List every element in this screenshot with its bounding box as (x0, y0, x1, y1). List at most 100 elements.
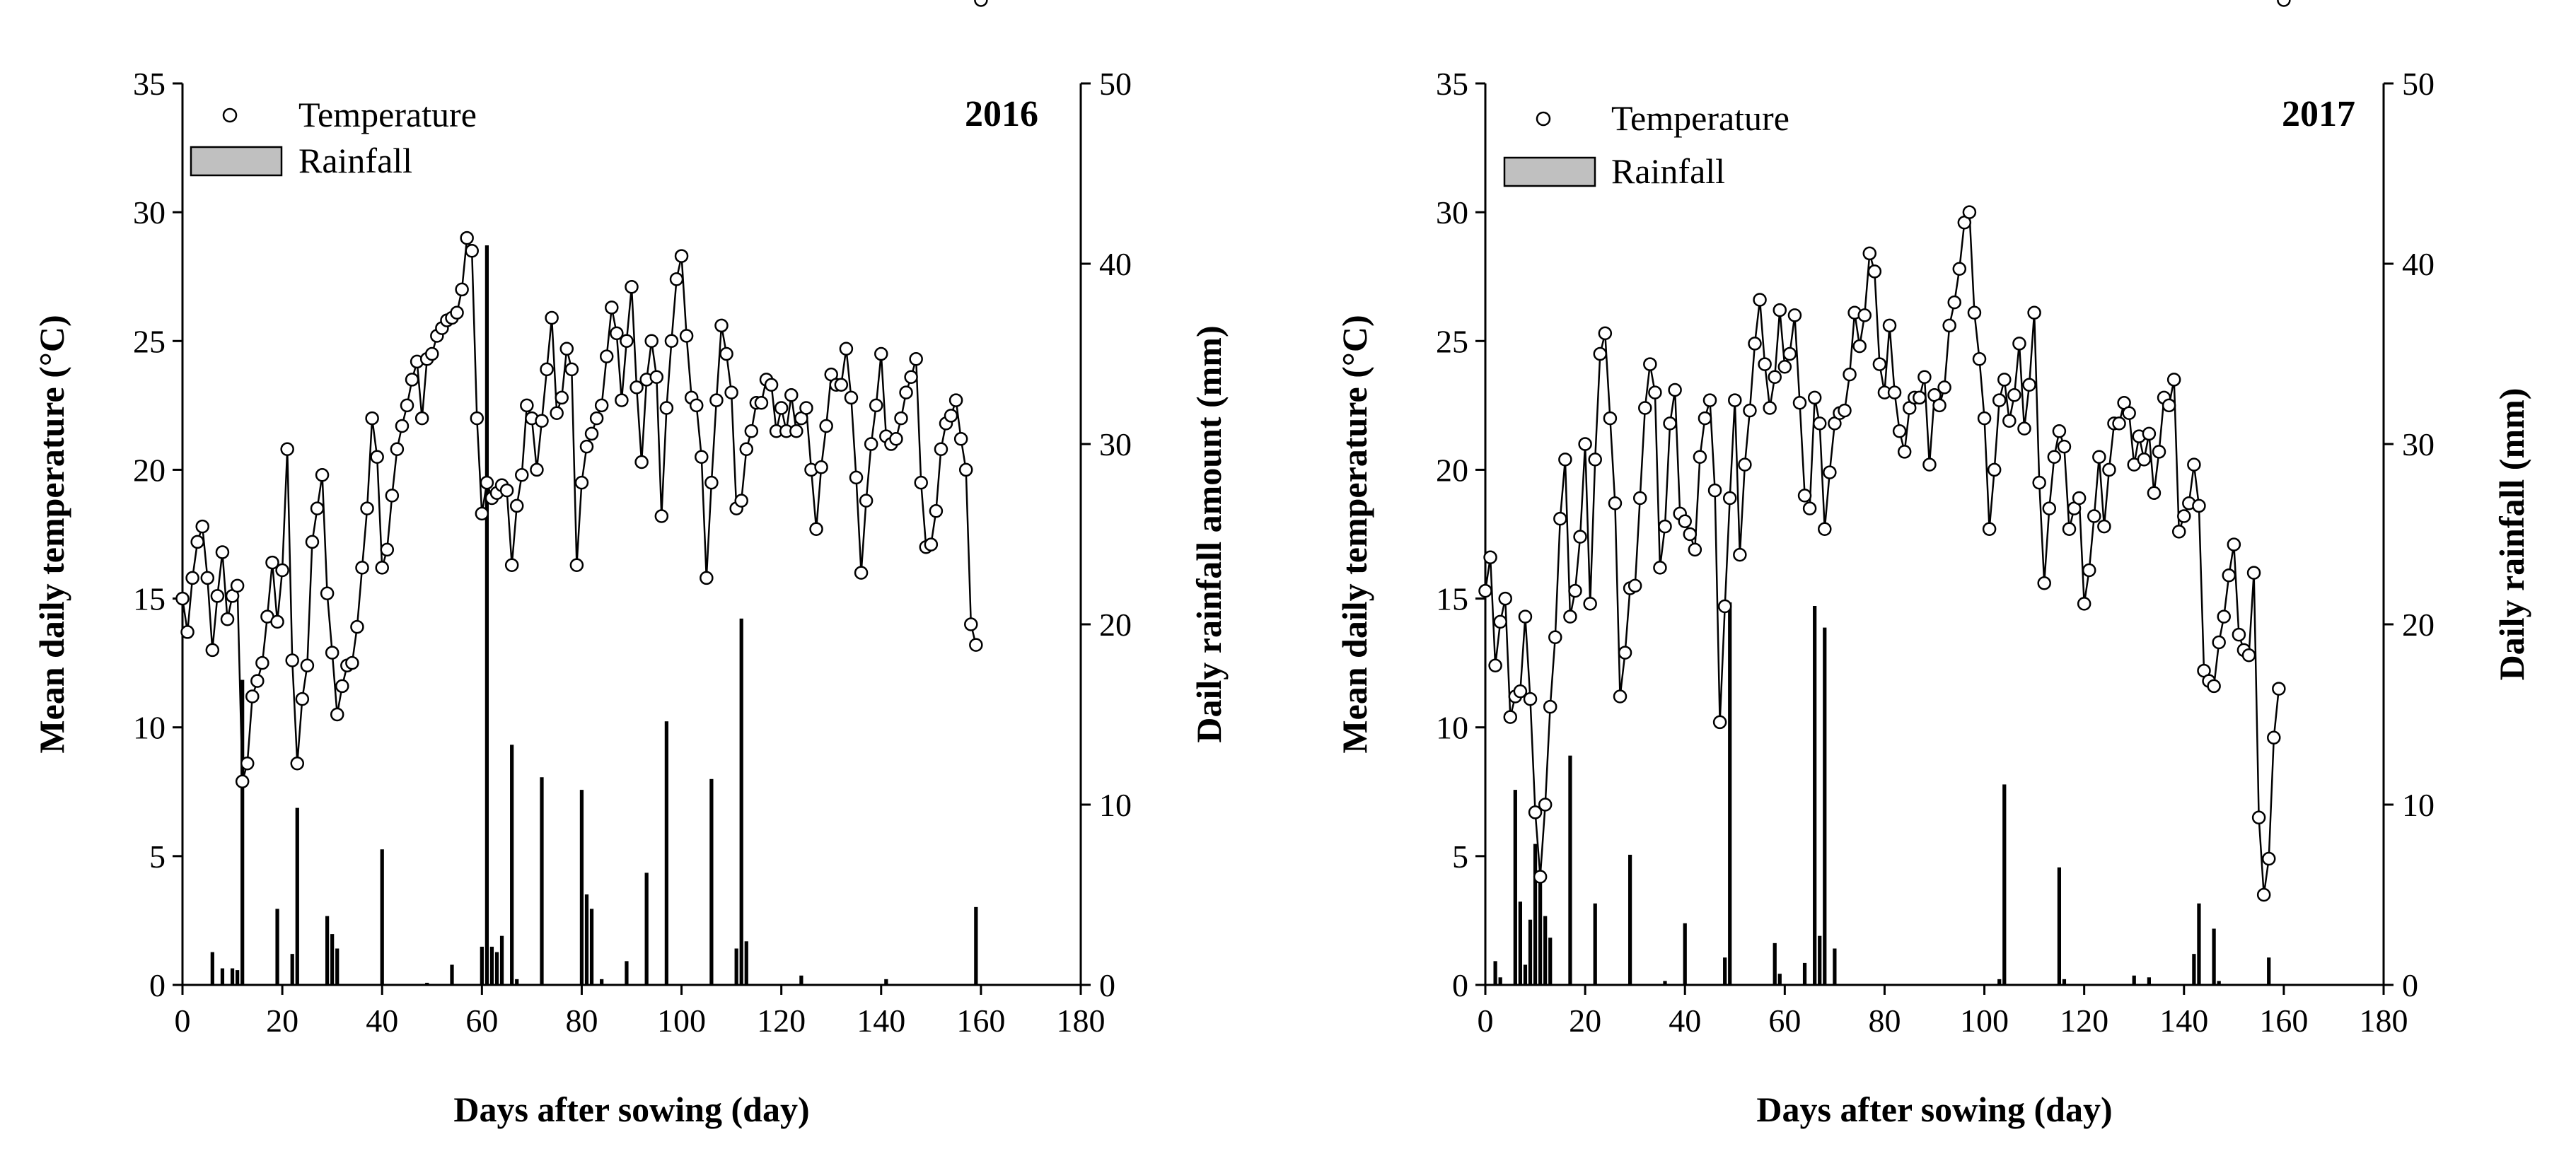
temperature-point (2137, 453, 2152, 467)
temperature-point (1588, 453, 1602, 467)
temperature-point (370, 450, 384, 464)
temperature-point (969, 638, 983, 652)
temperature-point (1852, 339, 1867, 354)
temperature-point (460, 230, 474, 245)
temperature-point (1678, 514, 1692, 529)
rainfall-bar (220, 968, 225, 986)
temperature-point (958, 462, 973, 477)
x-tick-label: 180 (2360, 1003, 2408, 1039)
temperature-point (1578, 437, 1592, 451)
temperature-point (1608, 496, 1623, 510)
rainfall-bar (600, 979, 604, 986)
x-axis-title: Days after sowing (day) (1756, 1090, 2112, 1129)
x-tick-label: 20 (266, 1003, 298, 1039)
legend-temperature-marker (1536, 111, 1551, 127)
temperature-point (255, 655, 269, 670)
temperature-point (2241, 648, 2256, 663)
temperature-point (335, 679, 349, 694)
x-tick-label: 40 (366, 1003, 398, 1039)
temperature-point (799, 401, 813, 415)
temperature-point (1683, 527, 1698, 542)
temperature-point (2222, 568, 2236, 583)
temperature-point (2087, 509, 2101, 523)
temperature-point (1812, 416, 1827, 431)
y-tick-label: 10 (1436, 710, 1468, 746)
rainfall-bar (480, 946, 484, 986)
rainfall-bar (1663, 981, 1667, 986)
temperature-point (1548, 630, 1562, 644)
rainfall-bar (1538, 873, 1543, 986)
rainfall-bar (275, 909, 279, 986)
temperature-point (350, 619, 364, 634)
temperature-point (2017, 421, 2031, 436)
temperature-point (455, 282, 469, 297)
temperature-point (634, 455, 649, 469)
temperature-point (515, 467, 529, 482)
temperature-point (190, 535, 204, 549)
rainfall-bar (1728, 602, 1732, 986)
temperature-point (1712, 715, 1727, 730)
y2-tick-label: 0 (2402, 967, 2418, 1003)
rainfall-bar (1833, 948, 1837, 986)
y-tick-label: 15 (133, 581, 166, 617)
y2-tick-label: 30 (2402, 426, 2435, 462)
temperature-point (1653, 561, 1667, 575)
temperature-point (175, 591, 190, 606)
y-tick-label: 25 (1436, 323, 1468, 359)
temperature-point (550, 406, 564, 421)
temperature-point (1498, 591, 1512, 606)
temperature-point (1753, 293, 1767, 307)
temperature-point (1818, 522, 1832, 536)
temperature-point (739, 442, 754, 457)
temperature-point (1743, 403, 1757, 418)
temperature-point (1962, 205, 1977, 219)
panel-2016: 0 20 40 60 80 100 120 140 160 1800510152025303501… (32, 0, 1229, 1129)
temperature-point (2246, 566, 2261, 580)
temperature-point (325, 646, 340, 660)
temperature-point (280, 442, 294, 457)
temperature-point (215, 545, 230, 559)
temperature-point (1643, 357, 1657, 371)
temperature-point (1488, 658, 1502, 673)
legend-rainfall-swatch (190, 146, 283, 177)
temperature-point (1722, 491, 1737, 506)
temperature-point (914, 475, 928, 490)
rainfall-bar (1628, 854, 1632, 986)
rainfall-bar (325, 916, 330, 986)
temperature-point (1872, 357, 1887, 371)
panel-2017: 0 20 40 60 80 100 120 140 160 1800510152025303501… (1335, 0, 2531, 1129)
temperature-point (2152, 445, 2166, 459)
temperature-point (425, 346, 439, 361)
y-tick-label: 25 (133, 323, 166, 359)
y2-tick-label: 20 (2402, 607, 2435, 643)
temperature-point (644, 334, 658, 349)
rainfall-bar (1683, 923, 1687, 986)
temperature-point (380, 542, 395, 557)
rainfall-bar (1773, 943, 1777, 986)
rainfall-bar (589, 909, 594, 986)
temperature-point (1787, 308, 1802, 322)
temperature-point (700, 571, 714, 585)
temperature-point (1768, 370, 1782, 385)
temperature-point (330, 707, 344, 722)
temperature-point (1618, 646, 1632, 660)
temperature-point (844, 390, 859, 405)
temperature-point (1698, 411, 1712, 426)
y-axis-title: Mean daily temperature (°C) (32, 315, 71, 753)
temperature-point (1568, 583, 1582, 598)
temperature-point (1992, 393, 2007, 407)
rainfall-bar (2267, 957, 2271, 986)
rainfall-bar (1593, 903, 1597, 986)
temperature-point (584, 426, 599, 441)
temperature-point (2047, 450, 2062, 464)
rainfall-bar (235, 970, 240, 986)
temperature-point (1688, 542, 1702, 557)
temperature-point (1583, 597, 1597, 611)
temperature-point (310, 501, 325, 515)
temperature-point (2187, 457, 2201, 472)
temperature-point (1997, 373, 2012, 387)
rainfall-bar (1543, 916, 1548, 986)
temperature-point (1628, 578, 1642, 593)
rainfall-bar (499, 935, 504, 986)
x-tick-label: 100 (657, 1003, 706, 1039)
